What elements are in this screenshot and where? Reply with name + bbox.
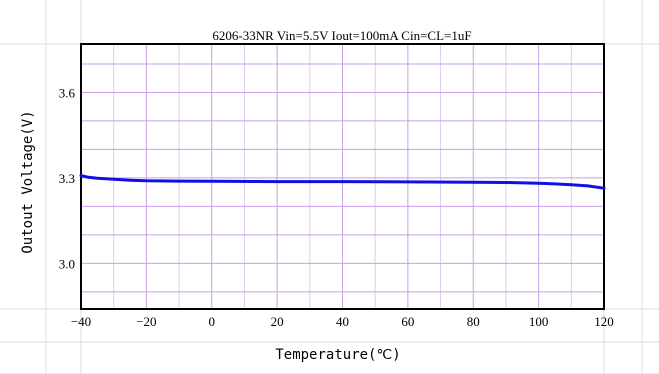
x-tick-label: 40 [336,314,349,329]
y-tick-label: 3.3 [59,171,75,186]
y-tick-label: 3.0 [59,256,75,271]
series-line [79,174,606,190]
x-tick-label: 80 [467,314,480,329]
chart-title: 6206-33NR Vin=5.5V Iout=100mA Cin=CL=1uF [212,28,471,43]
plot-grid [81,44,604,309]
x-tick-label: 100 [529,314,549,329]
x-tick-label: 120 [594,314,614,329]
x-tick-label: −20 [136,314,156,329]
series-layer [79,174,606,190]
x-tick-label: 0 [209,314,216,329]
y-tick-label: 3.6 [59,85,76,100]
x-tick-label: 60 [401,314,414,329]
x-axis-label: Temperature(℃) [275,347,400,363]
tick-labels: −40 −20 0 20 40 60 80 100 120 3.0 3.3 3.6 [59,85,614,329]
x-tick-label: −40 [71,314,91,329]
y-axis-label: Outout Voltage(V) [20,110,36,253]
x-tick-label: 20 [271,314,284,329]
